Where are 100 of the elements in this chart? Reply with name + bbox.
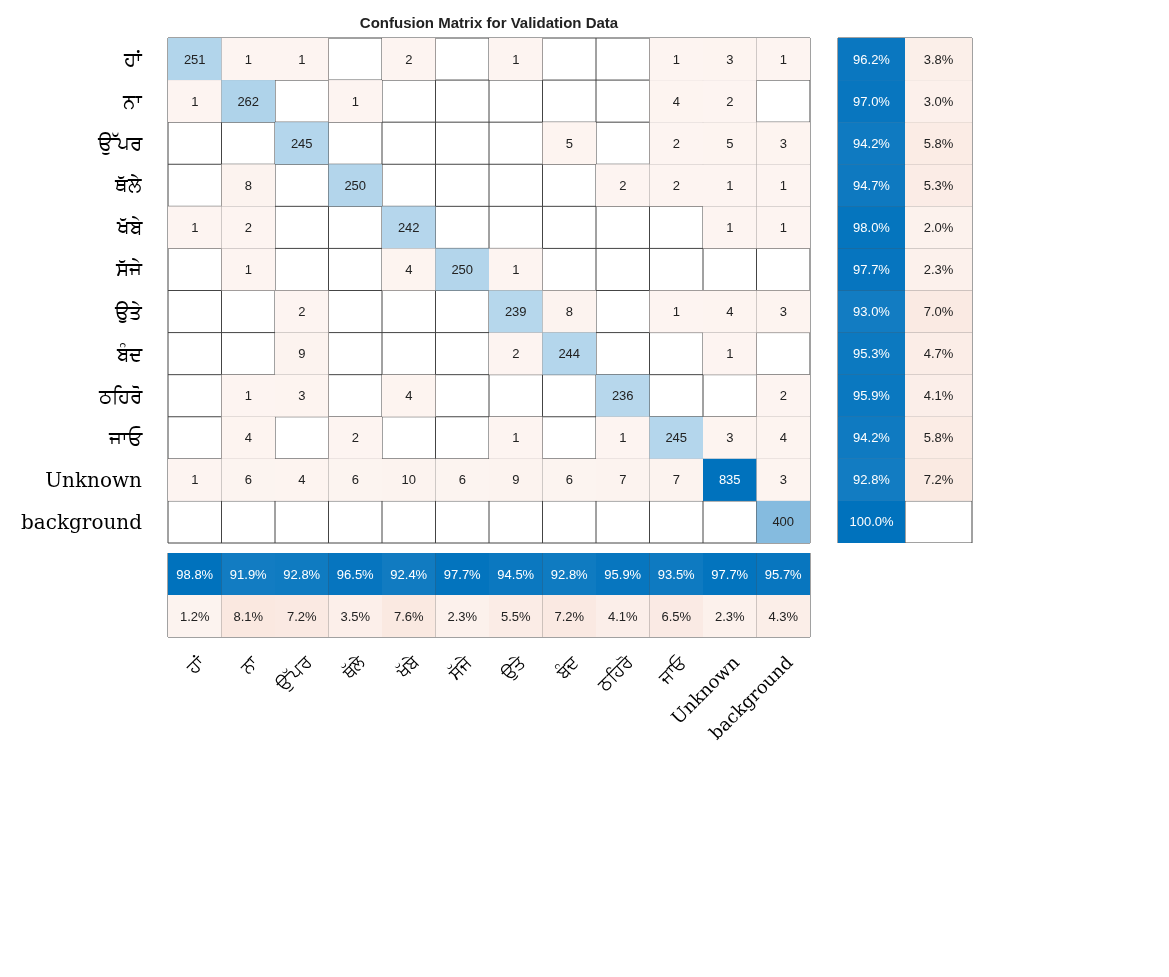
data-label: 2 (726, 93, 734, 109)
data-label: 94.5% (497, 566, 535, 582)
data-label: 1 (191, 93, 199, 109)
data-label: 94.7% (853, 177, 891, 193)
data-label: 2 (512, 346, 520, 362)
data-label: 4 (779, 430, 787, 446)
data-label: 5 (565, 135, 573, 151)
data-label: 4 (405, 261, 413, 277)
data-label: 92.8% (550, 566, 589, 582)
chart-title: Confusion Matrix for Validation Data (358, 14, 620, 31)
data-label: 98.8% (176, 566, 214, 582)
data-label: 7.2% (554, 608, 585, 624)
data-label: 1 (779, 51, 787, 67)
data-label: 242 (397, 219, 420, 235)
data-label: 100.0% (849, 514, 894, 530)
data-label: 1 (512, 430, 520, 446)
data-label: 97.7% (711, 566, 749, 582)
data-label: 1 (672, 304, 680, 320)
data-label: 10 (401, 472, 416, 488)
data-label: 4.3% (768, 608, 799, 624)
y-tick-label: ਜਾਓ (108, 425, 143, 450)
data-label: 95.9% (853, 388, 891, 404)
y-tick-label: ਠਹਿਰੋ (98, 383, 143, 408)
data-label: 4 (244, 430, 252, 446)
data-label: 1 (512, 51, 520, 67)
data-label: 2 (672, 177, 680, 193)
data-label: 245 (665, 430, 688, 446)
data-label: 2.0% (923, 219, 954, 235)
y-tick-label: Unknown (45, 467, 143, 492)
data-label: 1 (244, 261, 252, 277)
data-label: 3.8% (923, 51, 954, 67)
x-tick-label: ਹਾਂ (181, 650, 209, 679)
y-tick-label: ਬੰਦ (116, 341, 143, 366)
data-label: 92.8% (853, 472, 891, 488)
data-label: 2.3% (714, 608, 745, 624)
data-label: 96.2% (853, 51, 891, 67)
data-label: 7.2% (286, 608, 317, 624)
data-label: 3.0% (923, 93, 954, 109)
y-tick-label: ਨਾ (122, 89, 143, 114)
data-label: 239 (504, 304, 527, 320)
data-label: 9 (512, 472, 520, 488)
data-label: 3 (726, 51, 734, 67)
data-label: 6 (244, 472, 252, 488)
data-label: 95.7% (764, 566, 803, 582)
data-label: 2 (405, 51, 413, 67)
x-tick-label: ਖੱਬੇ (391, 650, 423, 683)
data-label: 95.9% (604, 566, 642, 582)
data-label: 1.2% (179, 608, 210, 624)
data-label: 94.2% (853, 135, 891, 151)
data-label: 1 (779, 177, 787, 193)
data-label: 6.5% (661, 608, 692, 624)
data-label: 250 (344, 177, 367, 193)
y-tick-label: ਸੱਜੇ (115, 257, 143, 282)
data-label: 7.2% (923, 472, 954, 488)
data-label: 245 (290, 135, 313, 151)
data-label: 92.4% (390, 566, 428, 582)
y-tick-label: ਹਾਂ (123, 47, 143, 72)
data-label: 236 (611, 388, 634, 404)
data-label: 7 (619, 472, 627, 488)
data-label: 1 (619, 430, 627, 446)
data-label: 4 (726, 304, 734, 320)
data-label: 96.5% (336, 566, 375, 582)
data-label: 1 (726, 177, 734, 193)
x-tick-label: ਨਾ (234, 650, 263, 679)
data-label: 2.3% (447, 608, 478, 624)
data-label: 2 (779, 388, 787, 404)
data-label: 2.3% (923, 261, 954, 277)
data-label: 97.0% (853, 93, 891, 109)
data-label: 93.0% (853, 304, 891, 320)
data-label: 5.5% (500, 608, 531, 624)
y-tick-label: ਉੱਪਰ (97, 131, 143, 156)
data-label: 1 (191, 219, 199, 235)
data-label: 1 (244, 51, 252, 67)
data-label: 1 (298, 51, 306, 67)
data-label: 3 (779, 135, 787, 151)
data-label: 2 (351, 430, 359, 446)
data-label: 2 (672, 135, 680, 151)
data-label: 1 (191, 472, 199, 488)
x-tick-label: ਬੰਦ (550, 650, 584, 684)
data-label: 3.5% (340, 608, 371, 624)
data-label: 1 (351, 93, 359, 109)
data-label: 1 (779, 219, 787, 235)
data-label: 97.7% (853, 261, 891, 277)
data-label: 3 (726, 430, 734, 446)
data-label: 93.5% (657, 566, 696, 582)
data-label: 2 (244, 219, 252, 235)
data-label: 3 (298, 388, 306, 404)
data-label: 250 (451, 261, 474, 277)
data-label: 4 (672, 93, 680, 109)
y-tick-label: ਥੱਲੇ (114, 173, 142, 198)
data-label: 5.8% (923, 430, 954, 446)
data-label: 94.2% (853, 430, 891, 446)
y-tick-label: background (20, 509, 143, 534)
data-label: 3 (779, 472, 787, 488)
data-label: 1 (244, 388, 252, 404)
data-label: 2 (619, 177, 627, 193)
y-tick-label: ਖੱਬੇ (116, 215, 143, 240)
data-label: 97.7% (443, 566, 482, 582)
x-tick-label: ਉਤੇ (495, 651, 530, 685)
data-label: 8 (565, 304, 573, 320)
